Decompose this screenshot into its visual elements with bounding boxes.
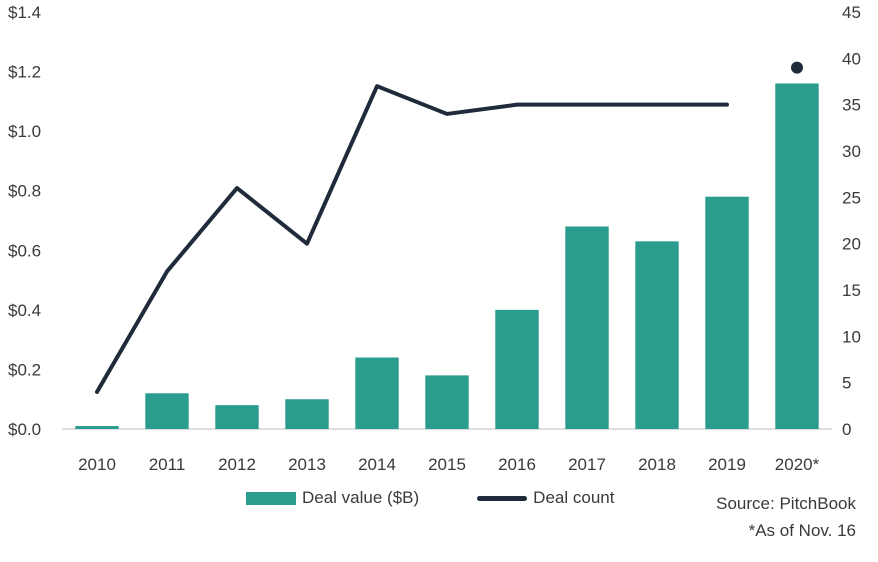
bar-2018 bbox=[635, 241, 679, 429]
right-tick-label: 40 bbox=[842, 49, 861, 68]
x-tick-label: 2019 bbox=[708, 455, 746, 474]
bar-2010 bbox=[75, 426, 119, 429]
x-tick-label: 2010 bbox=[78, 455, 116, 474]
x-tick-label: 2011 bbox=[149, 455, 186, 474]
left-tick-label: $0.2 bbox=[8, 360, 41, 379]
legend-item-deal-value: Deal value ($B) bbox=[246, 488, 419, 508]
combo-chart: $0.0 $0.2 $0.4 $0.6 $0.8 $1.0 $1.2 $1.4 0 5 10 15 2… bbox=[8, 3, 861, 474]
left-tick-label: $0.6 bbox=[8, 241, 41, 260]
left-tick-label: $0.8 bbox=[8, 182, 41, 201]
legend: Deal value ($B) Deal count bbox=[246, 488, 672, 508]
bar-2017 bbox=[565, 226, 609, 429]
bar-2015 bbox=[425, 375, 469, 429]
deal-count-2020-point bbox=[791, 61, 803, 74]
legend-label-deal-value: Deal value ($B) bbox=[302, 488, 420, 507]
right-tick-label: 15 bbox=[842, 281, 861, 300]
right-tick-label: 20 bbox=[842, 235, 861, 254]
right-tick-label: 0 bbox=[842, 420, 851, 439]
x-tick-label: 2013 bbox=[288, 455, 326, 474]
left-tick-label: $1.0 bbox=[8, 122, 41, 141]
bar-2011 bbox=[145, 393, 189, 429]
source-text: Source: PitchBook bbox=[716, 494, 856, 513]
right-tick-label: 35 bbox=[842, 96, 861, 115]
bar-2012 bbox=[215, 405, 259, 429]
right-tick-label: 5 bbox=[842, 374, 851, 393]
right-tick-label: 10 bbox=[842, 327, 861, 346]
bar-2019 bbox=[705, 196, 749, 429]
source-note: Source: PitchBook *As of Nov. 16 bbox=[716, 490, 856, 544]
footnote-text: *As of Nov. 16 bbox=[748, 521, 856, 540]
left-tick-label: $1.2 bbox=[8, 63, 41, 82]
x-tick-label: 2015 bbox=[428, 455, 466, 474]
x-tick-label: 2016 bbox=[498, 455, 536, 474]
legend-item-deal-count: Deal count bbox=[477, 488, 614, 508]
bar-2013 bbox=[285, 399, 329, 429]
left-tick-label: $0.4 bbox=[8, 301, 41, 320]
x-tick-label: 2012 bbox=[218, 455, 256, 474]
bar-2016 bbox=[495, 309, 539, 429]
right-tick-label: 30 bbox=[842, 142, 861, 161]
legend-swatch-line bbox=[477, 495, 528, 501]
bar-2020 bbox=[775, 83, 819, 429]
left-tick-label: $1.4 bbox=[8, 3, 41, 22]
x-tick-label: 2018 bbox=[638, 455, 676, 474]
x-tick-label: 2017 bbox=[568, 455, 606, 474]
x-tick-label: 2020* bbox=[775, 455, 820, 474]
left-tick-label: $0.0 bbox=[8, 420, 41, 439]
x-tick-label: 2014 bbox=[358, 455, 396, 474]
bar-2014 bbox=[355, 357, 399, 429]
right-tick-label: 45 bbox=[842, 3, 861, 22]
right-tick-label: 25 bbox=[842, 188, 861, 207]
deal-count-line bbox=[95, 84, 729, 394]
legend-label-deal-count: Deal count bbox=[533, 488, 615, 507]
legend-swatch-bar bbox=[246, 491, 296, 505]
